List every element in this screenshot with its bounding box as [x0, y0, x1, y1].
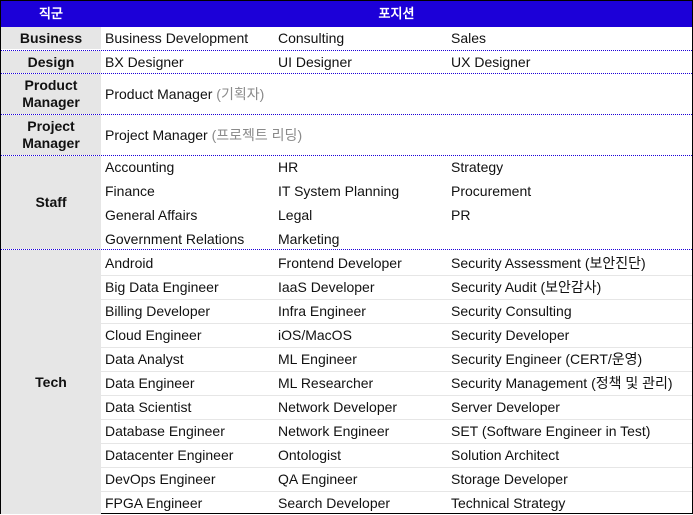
position-cell: Network Developer: [278, 399, 398, 415]
category-label: Business: [1, 27, 101, 49]
section-tech: Tech Android Frontend Developer Security As…: [1, 249, 692, 514]
table-row: BX Designer UI Designer UX Designer: [101, 50, 692, 74]
position-cell: IT System Planning: [278, 183, 400, 199]
position-cell: Data Engineer: [105, 375, 195, 391]
section-product-manager: Product Manager Product Manager (기획자): [1, 73, 692, 114]
category-label: Design: [1, 51, 101, 73]
table-row: Android Frontend Developer Security Assess…: [101, 251, 692, 276]
position-cell: Data Analyst: [105, 351, 184, 367]
position-cell: iOS/MacOS: [278, 327, 352, 343]
position-cell: DevOps Engineer: [105, 471, 216, 487]
position-cell: HR: [278, 159, 299, 175]
table-row: Cloud Engineer iOS/MacOS Security Develope…: [101, 323, 692, 348]
category-label: Tech: [1, 250, 101, 514]
position-cell: Procurement: [451, 183, 532, 199]
position-cell: Security Developer: [451, 327, 570, 343]
table-header: 직군 포지션: [1, 1, 692, 27]
position-cell: Android: [105, 255, 154, 271]
position-cell: Accounting: [105, 159, 175, 175]
position-cell: Consulting: [278, 30, 345, 46]
table-row: Billing Developer Infra Engineer Security …: [101, 299, 692, 324]
position-name: Project Manager: [105, 127, 208, 143]
position-cell: Marketing: [278, 231, 340, 247]
position-cell: BX Designer: [105, 54, 184, 70]
position-cell: UX Designer: [451, 54, 531, 70]
position-cell: General Affairs: [105, 207, 198, 223]
category-label: Project Manager: [1, 115, 101, 155]
position-cell: Finance: [105, 183, 155, 199]
position-cell: Cloud Engineer: [105, 327, 202, 343]
position-cell: Server Developer: [451, 399, 560, 415]
position-cell: Legal: [278, 207, 313, 223]
position-cell: Frontend Developer: [278, 255, 402, 271]
position-cell: Database Engineer: [105, 423, 225, 439]
table-row: DevOps Engineer QA Engineer Storage Develo…: [101, 467, 692, 492]
table-row: Big Data Engineer IaaS Developer Security …: [101, 275, 692, 300]
table-row: Database Engineer Network Engineer SET (So…: [101, 419, 692, 444]
position-cell: Security Engineer (CERT/운영): [451, 351, 643, 367]
position-cell: Strategy: [451, 159, 504, 175]
position-cell: Ontologist: [278, 447, 342, 463]
position-name: Product Manager: [105, 86, 213, 102]
position-cell: Project Manager (프로젝트 리딩): [105, 123, 302, 147]
table-row: Data Analyst ML Engineer Security Engineer…: [101, 347, 692, 372]
position-cell: Government Relations: [105, 231, 245, 247]
position-cell: ML Engineer: [278, 351, 357, 367]
position-cell: Security Consulting: [451, 303, 572, 319]
table-row: Government Relations Marketing: [101, 227, 692, 251]
table-row: Finance IT System Planning Procurement: [101, 179, 692, 203]
position-cell: Data Scientist: [105, 399, 192, 415]
position-cell: Solution Architect: [451, 447, 560, 463]
table-row: Product Manager (기획자): [101, 82, 692, 106]
position-cell: Security Audit (보안감사): [451, 279, 602, 295]
position-cell: Infra Engineer: [278, 303, 366, 319]
section-staff: Staff Accounting HR Strategy Finance IT Syste…: [1, 155, 692, 249]
position-cell: Business Development: [105, 30, 249, 46]
table-row: Data Scientist Network Developer Server De…: [101, 395, 692, 420]
position-cell: Search Developer: [278, 495, 391, 511]
position-cell: Security Assessment (보안진단): [451, 255, 646, 271]
position-cell: Security Management (정책 및 관리): [451, 375, 673, 391]
position-cell: Sales: [451, 30, 487, 46]
section-project-manager: Project Manager Project Manager (프로젝트 리딩): [1, 114, 692, 155]
position-cell: UI Designer: [278, 54, 352, 70]
position-cell: Technical Strategy: [451, 495, 566, 511]
position-cell: Storage Developer: [451, 471, 568, 487]
position-cell: FPGA Engineer: [105, 495, 203, 511]
table-row: Data Engineer ML Researcher Security Manag…: [101, 371, 692, 396]
table-row: FPGA Engineer Search Developer Technical S…: [101, 491, 692, 515]
position-cell: ML Researcher: [278, 375, 374, 391]
section-business: Business Business Development Consulting Sa…: [1, 27, 692, 49]
header-position: 포지션: [378, 6, 415, 21]
table-row: Accounting HR Strategy: [101, 155, 692, 179]
position-cell: IaaS Developer: [278, 279, 375, 295]
position-cell: SET (Software Engineer in Test): [451, 423, 651, 439]
position-note: (프로젝트 리딩): [211, 127, 303, 143]
position-cell: Datacenter Engineer: [105, 447, 234, 463]
position-note: (기획자): [216, 86, 265, 102]
section-design: Design BX Designer UI Designer UX Designer: [1, 50, 692, 73]
position-cell: PR: [451, 207, 471, 223]
category-label: Staff: [1, 156, 101, 249]
table-row: Business Development Consulting Sales: [101, 26, 692, 50]
position-cell: Product Manager (기획자): [105, 82, 264, 106]
table-row: Datacenter Engineer Ontologist Solution Ar…: [101, 443, 692, 468]
header-category: 직군: [39, 6, 63, 21]
position-cell: Network Engineer: [278, 423, 390, 439]
table-row: General Affairs Legal PR: [101, 203, 692, 227]
table-row: Project Manager (프로젝트 리딩): [101, 123, 692, 147]
position-cell: Billing Developer: [105, 303, 211, 319]
position-cell: QA Engineer: [278, 471, 358, 487]
category-label: Product Manager: [1, 74, 101, 114]
position-cell: Big Data Engineer: [105, 279, 219, 295]
